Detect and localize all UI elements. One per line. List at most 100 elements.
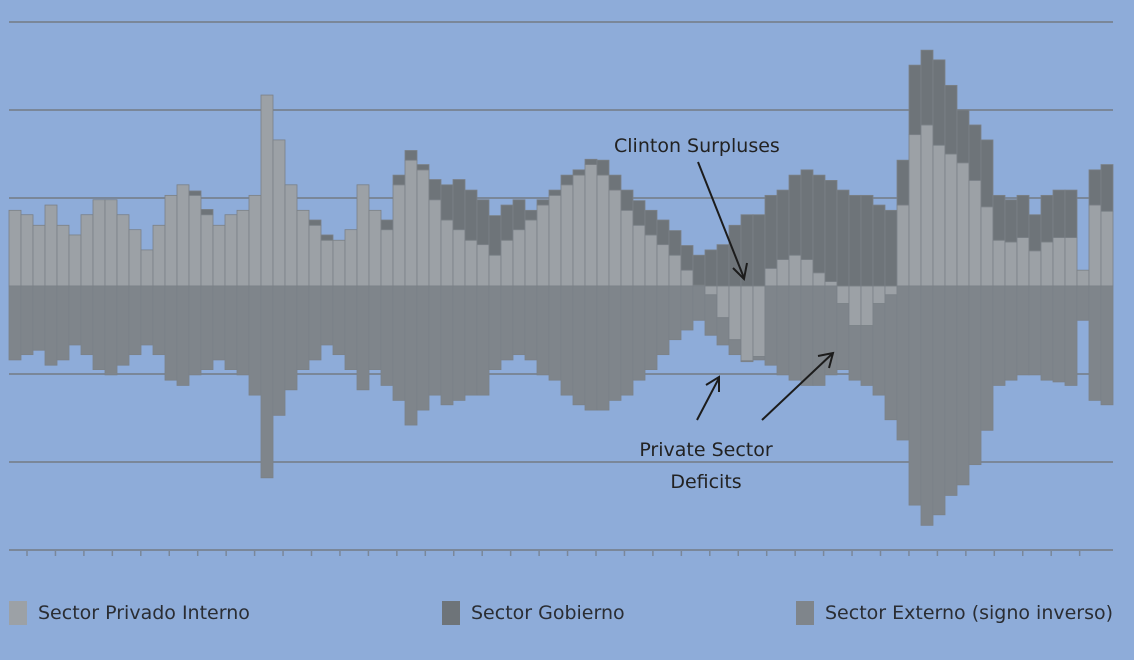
bar-private (332, 239, 346, 287)
bar-external (656, 285, 670, 356)
annotation-deficits-line1: Private Sector (639, 439, 773, 461)
bar-external (920, 285, 934, 526)
bar-government (524, 209, 538, 221)
bar-government (1088, 169, 1102, 206)
arrow-clinton (697, 161, 745, 279)
bar-government (1040, 194, 1054, 243)
bar-external (968, 285, 982, 466)
bar-private (884, 285, 898, 296)
bar-private (104, 199, 118, 287)
bar-external (944, 285, 958, 496)
bar-external (1076, 285, 1090, 321)
bar-external (332, 285, 346, 356)
bar-external (308, 285, 322, 361)
bar-private (164, 194, 178, 287)
bar-government (956, 109, 970, 164)
bar-government (644, 209, 658, 236)
bar-government (320, 234, 334, 241)
bar-government (932, 59, 946, 146)
arrowhead-icon (732, 262, 748, 282)
bar-private (56, 224, 70, 287)
bar-private (32, 224, 46, 287)
bar-external (248, 285, 262, 396)
bar-external (164, 285, 178, 381)
bar-external (416, 285, 430, 411)
bar-external (980, 285, 994, 431)
bar-government (788, 174, 802, 256)
bar-private (812, 272, 826, 287)
bar-government (596, 159, 610, 176)
bar-external (152, 285, 166, 356)
bar-private (704, 285, 718, 296)
bar-external (1052, 285, 1066, 383)
bar-government (836, 189, 850, 287)
bar-external (176, 285, 190, 386)
bar-external (560, 285, 574, 396)
bar-external (356, 285, 370, 391)
bar-government (1064, 189, 1078, 239)
bar-private (788, 254, 802, 287)
bar-private (776, 259, 790, 287)
arrowhead-icon (817, 351, 835, 369)
bar-private (188, 194, 202, 287)
bar-government (512, 199, 526, 231)
bar-government (1028, 214, 1042, 252)
bar-external (644, 285, 658, 370)
bar-private (1016, 237, 1030, 287)
bar-government (548, 189, 562, 196)
bar-external (1016, 285, 1030, 376)
bar-government (392, 174, 406, 186)
bar-external (296, 285, 310, 370)
bar-government (920, 49, 934, 126)
bar-private (584, 164, 598, 287)
bar-external (1040, 285, 1054, 381)
bar-private (620, 209, 634, 287)
bar-private (212, 224, 226, 287)
bar-government (488, 215, 502, 256)
bar-external (848, 325, 862, 381)
bar-external (704, 294, 718, 336)
bar-private (752, 285, 766, 357)
bar-government (968, 124, 982, 181)
bar-private (860, 285, 874, 326)
bar-external (896, 285, 910, 441)
bar-external (596, 285, 610, 411)
bar-private (500, 239, 514, 287)
bar-private (452, 229, 466, 287)
bar-external (320, 285, 334, 346)
bar-private (356, 184, 370, 287)
bar-government (500, 204, 514, 241)
bar-external (632, 285, 646, 381)
bar-private (1040, 241, 1054, 287)
bar-private (428, 199, 442, 287)
bar-private (632, 224, 646, 287)
bar-private (896, 204, 910, 287)
bar-external (476, 285, 490, 396)
bar-private (548, 194, 562, 287)
bar-external (20, 285, 34, 356)
bar-external (764, 285, 778, 366)
bar-private (392, 184, 406, 287)
bar-private (488, 254, 502, 287)
bar-external (572, 285, 586, 406)
legend-swatch-private (9, 601, 27, 625)
bar-government (380, 219, 394, 231)
bar-private (320, 239, 334, 287)
bar-government (440, 184, 454, 221)
bar-private (44, 204, 58, 287)
legend-label: Sector Gobierno (471, 602, 625, 624)
annotation-clinton-surpluses: Clinton Surpluses (614, 135, 780, 282)
bar-private (560, 184, 574, 287)
bar-government (884, 209, 898, 287)
bar-private (668, 254, 682, 287)
bar-private (608, 189, 622, 287)
bar-external (620, 285, 634, 396)
bar-private (872, 285, 886, 305)
bar-government (1016, 194, 1030, 239)
bar-government (764, 194, 778, 269)
bar-private (464, 239, 478, 287)
bar-government (860, 194, 874, 287)
bar-government (188, 190, 202, 196)
bar-private (908, 134, 922, 287)
bar-external (1064, 285, 1078, 386)
